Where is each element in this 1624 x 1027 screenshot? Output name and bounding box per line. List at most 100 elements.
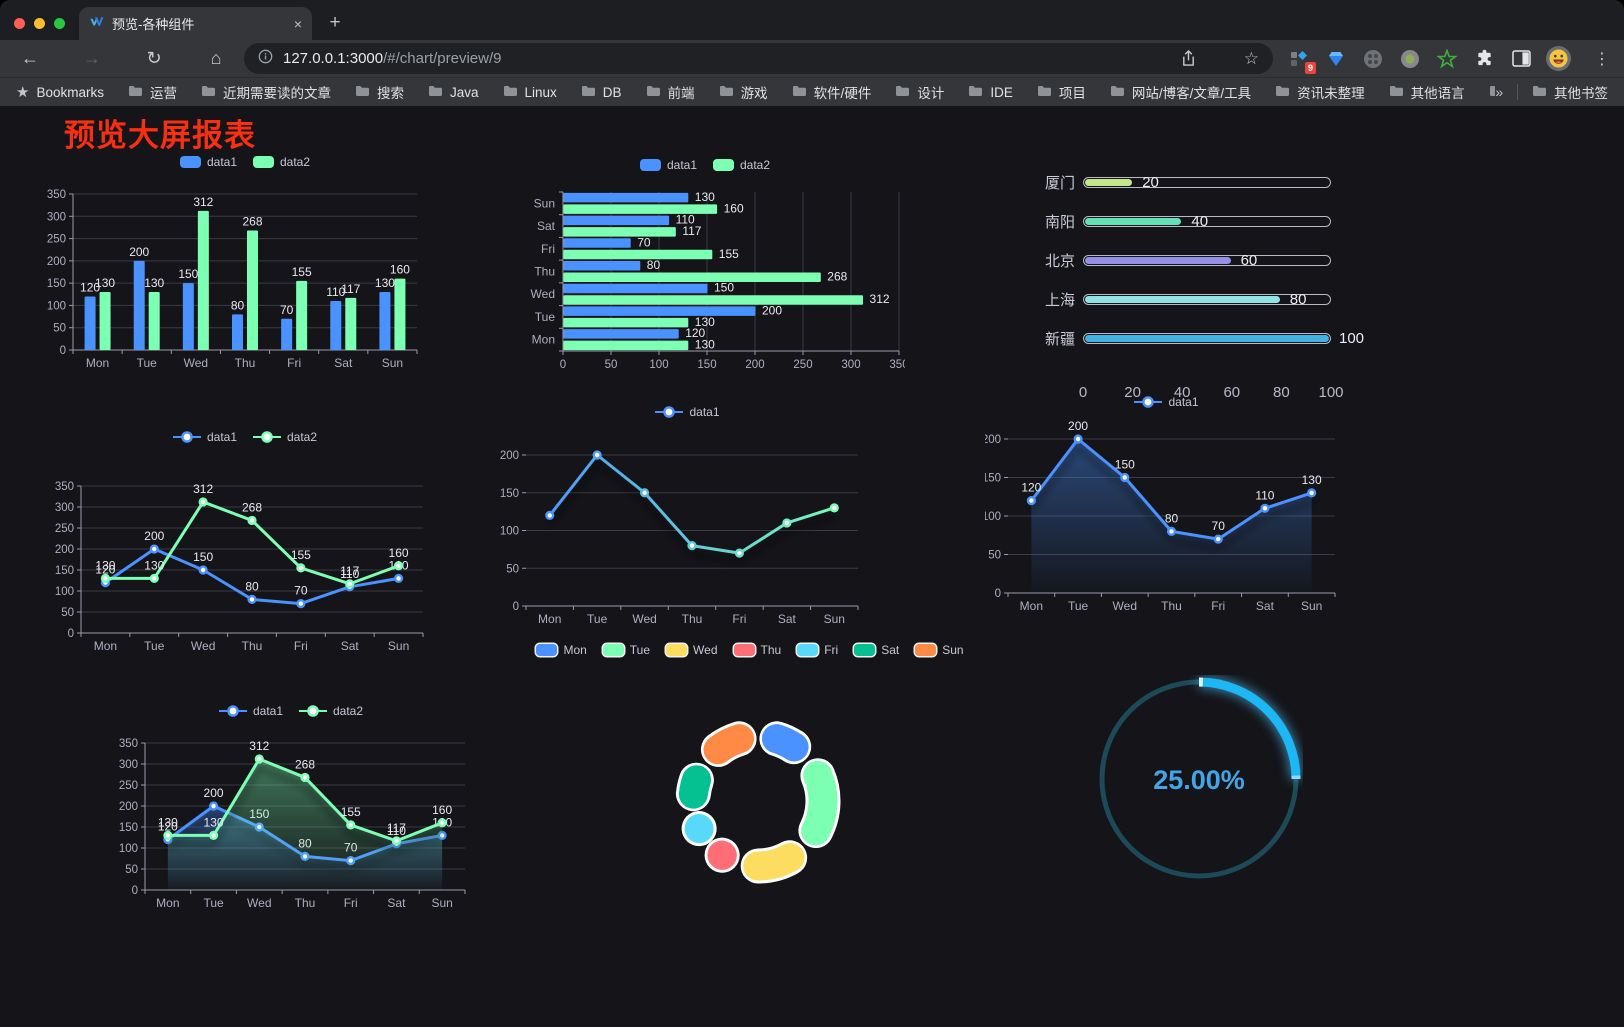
progress-row: 北京 60 — [1000, 241, 1372, 280]
side-panel-icon[interactable] — [1509, 47, 1533, 71]
maximize-window-button[interactable] — [54, 18, 65, 29]
chart-line-two-series[interactable]: data1 data2 0 50 100 150 200 250 300 350 Mon Tue Wed… — [45, 426, 445, 658]
legend-item[interactable]: data1 — [172, 430, 237, 444]
browser-menu-icon[interactable]: ⋮ — [1594, 50, 1610, 68]
legend-item[interactable]: Thu — [733, 643, 781, 657]
legend-item[interactable]: data1 — [218, 704, 283, 718]
chart-progress-bars[interactable]: 厦门 20 南阳 40 北京 60 上海 80 新疆 100 0 20 40 60 80 100 — [1000, 161, 1372, 401]
tab-close-icon[interactable]: × — [293, 15, 302, 32]
chart-canvas[interactable]: 0 50 100 150 200 250 300 350 Mon Tue Wed Thu Fri Sat S… — [40, 173, 450, 371]
svg-text:Tue: Tue — [144, 639, 165, 653]
bookmark-folder[interactable]: 网站/博客/文章/工具 — [1110, 82, 1251, 102]
legend-marker — [179, 156, 201, 168]
bookmark-folder[interactable]: 前端 — [646, 82, 695, 102]
bookmarks-list: 运营 近期需要读的文章 搜索 Java Linux DB 前端 游戏 软件/硬件 设计 IDE 项目 网… — [128, 82, 1496, 102]
bookmark-folder[interactable]: 近期需要读的文章 — [201, 82, 331, 102]
url-text[interactable]: 127.0.0.1:3000/#/chart/preview/9 — [283, 50, 1155, 67]
chart-area-single[interactable]: data1 0 50 100 150 200 Mon Tue Wed Thu Fri Sat Sun 12… — [985, 391, 1348, 619]
other-bookmarks-folder[interactable]: 其他书签 — [1532, 82, 1608, 102]
extension-grid-icon[interactable]: 9 — [1287, 47, 1316, 74]
legend-item[interactable]: data2 — [713, 158, 770, 172]
svg-text:130: 130 — [695, 315, 715, 329]
chart-bar-grouped[interactable]: data1 data2 0 50 100 150 200 250 300 350 Mon Tue Wed… — [40, 151, 450, 371]
svg-text:80: 80 — [647, 258, 661, 272]
back-icon[interactable]: ← — [21, 48, 39, 68]
chart-canvas[interactable]: 0 50 100 150 200 250 300 350 Mon Tue Wed Thu Fri Sat S… — [105, 722, 477, 932]
progress-fill — [1085, 257, 1231, 264]
progress-track: 40 — [1083, 213, 1331, 230]
legend-item[interactable]: data1 — [639, 158, 697, 172]
svg-text:150: 150 — [985, 473, 1001, 485]
legend-item[interactable]: data2 — [253, 155, 310, 169]
svg-text:120: 120 — [95, 563, 115, 577]
bookmark-folder[interactable]: 资讯未整理 — [1275, 82, 1365, 102]
legend-item[interactable]: Sun — [915, 643, 964, 657]
new-tab-button[interactable]: + — [329, 12, 341, 33]
legend-item[interactable]: Tue — [602, 643, 650, 657]
legend-marker — [253, 156, 274, 168]
traffic-lights — [14, 18, 65, 29]
bookmark-folder[interactable]: 项目 — [1037, 82, 1086, 102]
site-info-icon[interactable] — [258, 49, 273, 69]
bookmark-folder[interactable]: 搜索 — [355, 82, 404, 102]
chart-line-gradient[interactable]: data1 0 50 100 150 200 Mon Tue Wed Thu Fri Sat Sun — [500, 401, 875, 629]
close-window-button[interactable] — [14, 18, 25, 29]
bookmarks-overflow-chevron[interactable]: » — [1495, 84, 1504, 100]
chart-canvas[interactable]: 0 50 100 150 200 250 300 350 Mon Tue Wed Thu Fri Sat S… — [45, 448, 445, 658]
extension-circle-icon[interactable] — [1361, 47, 1385, 71]
bookmark-folder[interactable]: 其他语言 — [1389, 82, 1465, 102]
chart-canvas[interactable] — [540, 661, 960, 931]
legend-item[interactable]: Mon — [536, 643, 587, 657]
address-bar[interactable]: 127.0.0.1:3000/#/chart/preview/9 ☆ — [244, 43, 1273, 74]
progress-label: 新疆 — [1044, 331, 1075, 348]
svg-text:70: 70 — [637, 235, 651, 249]
svg-text:70: 70 — [1212, 519, 1226, 533]
bookmark-folder[interactable]: PHP — [1489, 85, 1496, 100]
bookmarks-manager[interactable]: ★ Bookmarks — [16, 83, 104, 101]
bookmark-folder[interactable]: Linux — [503, 85, 557, 100]
chart-canvas[interactable]: 050100150200250300350Mon120130Tue200130W… — [505, 176, 905, 376]
minimize-window-button[interactable] — [34, 18, 45, 29]
legend-item[interactable]: data1 — [1134, 395, 1199, 409]
progress-value: 80 — [1289, 291, 1307, 308]
chart-canvas[interactable]: 25.00% — [1095, 675, 1303, 883]
share-icon[interactable] — [1181, 50, 1196, 67]
bookmark-folder[interactable]: IDE — [968, 85, 1013, 100]
chart-canvas[interactable]: 0 50 100 150 200 Mon Tue Wed Thu Fri Sat Sun — [500, 423, 875, 629]
bookmark-folder[interactable]: DB — [581, 85, 622, 100]
chart-pie-donut[interactable]: Mon Tue Wed Thu Fri Sat Sun — [536, 639, 964, 931]
bookmark-folder[interactable]: 运营 — [128, 82, 177, 102]
bookmark-folder[interactable]: 软件/硬件 — [792, 82, 871, 102]
dashboard-page: 预览大屏报表 data1 data2 0 50 100 150 200 250 300 350 Mo… — [0, 106, 1624, 1027]
browser-tab[interactable]: 预览-各种组件 × — [79, 7, 312, 40]
extension-dot-icon[interactable] — [1398, 47, 1422, 71]
svg-text:Wed: Wed — [632, 612, 656, 626]
home-icon[interactable]: ⌂ — [210, 48, 222, 68]
legend-item[interactable]: Fri — [797, 643, 838, 657]
chart-canvas[interactable]: 0 50 100 150 200 Mon Tue Wed Thu Fri Sat Sun 120 200 1… — [985, 413, 1348, 621]
chart-gauge[interactable]: 25.00% — [1095, 675, 1303, 883]
vue-devtools-icon[interactable] — [1324, 47, 1348, 71]
legend-item[interactable]: data2 — [253, 430, 317, 444]
legend-item[interactable]: data2 — [299, 704, 363, 718]
legend-item[interactable]: data1 — [655, 405, 720, 419]
legend-item[interactable]: Sat — [854, 643, 899, 657]
svg-text:110: 110 — [1255, 488, 1274, 502]
profile-avatar[interactable] — [1546, 46, 1571, 71]
chart-area-two-series[interactable]: data1 data2 0 50 100 150 200 250 300 350 Mon Tue Wed… — [105, 700, 477, 932]
svg-text:100: 100 — [985, 511, 1001, 523]
bookmark-folder[interactable]: Java — [428, 85, 479, 100]
reload-icon[interactable]: ↻ — [146, 48, 162, 68]
chart-bar-horizontal[interactable]: data1 data2 050100150200250300350Mon120130… — [505, 154, 905, 376]
extensions-puzzle-icon[interactable] — [1472, 47, 1496, 71]
legend-item[interactable]: data1 — [179, 155, 237, 169]
bookmark-folder[interactable]: 设计 — [895, 82, 944, 102]
other-bookmarks-label: 其他书签 — [1554, 86, 1608, 101]
evernote-star-icon[interactable] — [1435, 47, 1459, 71]
svg-text:80: 80 — [231, 298, 245, 312]
legend-item[interactable]: Wed — [666, 643, 718, 657]
svg-text:100: 100 — [500, 526, 519, 538]
forward-icon[interactable]: → — [83, 48, 101, 68]
bookmark-folder[interactable]: 游戏 — [719, 82, 768, 102]
bookmark-star-icon[interactable]: ☆ — [1243, 48, 1259, 68]
